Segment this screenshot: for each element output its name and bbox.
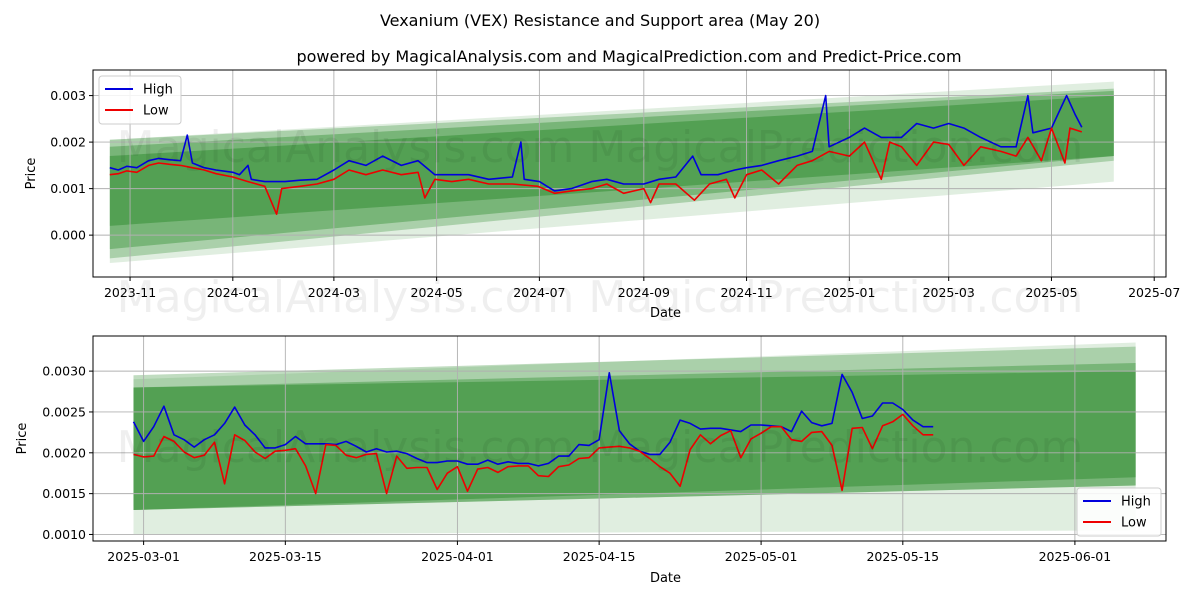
y-tick-label: 0.002	[50, 135, 86, 150]
x-tick-label: 2025-07	[1128, 285, 1180, 300]
support-resistance-bands	[133, 342, 1136, 535]
watermark-bottom: MagicalAnalysis.com MagicalPrediction.co…	[117, 422, 1084, 473]
legend-label-high: High	[143, 83, 173, 98]
x-tick-label: 2025-05-15	[866, 549, 939, 564]
legend-label-low: Low	[143, 104, 169, 119]
band-3	[133, 371, 1136, 510]
watermark-top: MagicalAnalysis.com MagicalPrediction.co…	[117, 122, 1084, 173]
series-lines	[132, 371, 934, 495]
x-tick-label: 2025-03-01	[107, 549, 180, 564]
x-tick-label: 2025-04-01	[421, 549, 494, 564]
axes-frame	[92, 335, 1167, 542]
y-tick-label: 0.0020	[42, 445, 86, 460]
watermark-middle: MagicalAnalysis.com MagicalPrediction.co…	[117, 272, 1084, 323]
y-tick-label: 0.0025	[42, 404, 86, 419]
x-tick-label: 2025-05	[1025, 285, 1077, 300]
x-tick-label: 2025-05-01	[725, 549, 798, 564]
bottom-chart-panel: 2025-03-01 2025-03-15 2025-04-01 2025-04-15…	[15, 335, 1167, 586]
axes-frame	[92, 69, 1167, 278]
y-tick-label: 0.003	[50, 88, 86, 103]
top-chart-panel: 2023-11 2024-01 2024-03 2024-05 2024-07 2024-…	[24, 69, 1180, 321]
series-lines	[109, 94, 1083, 215]
x-tick-label: 2025-04-15	[563, 549, 636, 564]
series-line-low	[133, 413, 934, 495]
x-tick-label: 2023-11	[104, 285, 156, 300]
y-tick-label: 0.0010	[42, 527, 86, 542]
chart-subtitle: powered by MagicalAnalysis.com and Magic…	[296, 47, 961, 66]
y-tick-label: 0.000	[50, 228, 86, 243]
x-axis-label: Date	[650, 306, 681, 321]
x-tick-label: 2024-07	[513, 285, 565, 300]
y-tick-label: 0.0015	[42, 486, 86, 501]
x-tick-label: 2025-06-01	[1039, 549, 1112, 564]
x-tick-label: 2024-11	[720, 285, 772, 300]
y-axis-label: Price	[24, 158, 39, 190]
x-tick-label: 2024-09	[618, 285, 670, 300]
legend-label-high: High	[1121, 495, 1151, 510]
y-tick-label: 0.0030	[42, 364, 86, 379]
y-axis-label: Price	[15, 423, 30, 455]
x-tick-label: 2024-01	[207, 285, 259, 300]
x-tick-label: 2025-01	[823, 285, 875, 300]
band-3	[109, 95, 1114, 226]
grid	[93, 70, 1166, 277]
y-tick-label: 0.001	[50, 181, 86, 196]
legend: High Low	[1076, 487, 1162, 537]
x-tick-label: 2025-03-15	[249, 549, 322, 564]
x-axis-label: Date	[650, 571, 681, 586]
x-tick-label: 2024-03	[308, 285, 360, 300]
series-line-low	[109, 127, 1083, 215]
series-line-high	[109, 94, 1083, 192]
support-resistance-bands	[109, 81, 1114, 264]
legend-label-low: Low	[1121, 516, 1147, 531]
x-tick-label: 2024-05	[411, 285, 463, 300]
legend: High Low	[98, 75, 182, 125]
x-tick-label: 2025-03	[923, 285, 975, 300]
chart-title: Vexanium (VEX) Resistance and Support ar…	[380, 11, 820, 30]
series-line-high	[132, 371, 934, 467]
